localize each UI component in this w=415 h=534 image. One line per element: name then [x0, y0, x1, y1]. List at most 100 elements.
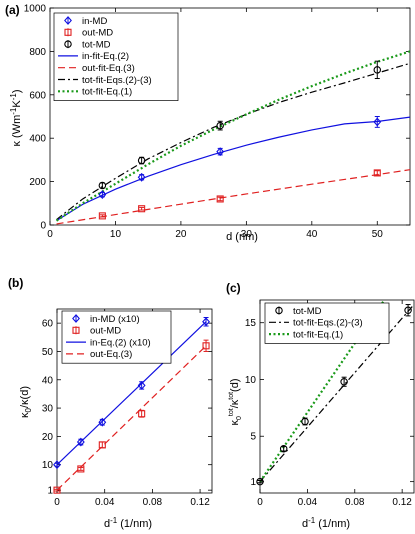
- data-point-in-md-x10-: [76, 437, 85, 447]
- y-tick-label: 60: [42, 319, 54, 330]
- data-point-in-md: [137, 172, 146, 182]
- panel-a: (a) 0 10 20 30 40 5002004006008001000in-MDout…: [5, 3, 411, 243]
- data-point-out-md: [138, 205, 146, 213]
- data-point-out-md: [202, 342, 210, 350]
- legend-entry: tot-fit-Eq.(1): [293, 329, 343, 340]
- data-point-out-md: [216, 195, 224, 203]
- x-axis-label-c: d-1 (1/nm): [302, 516, 350, 530]
- x-tick-label: 10: [110, 229, 122, 240]
- data-point-tot-md: [373, 66, 382, 74]
- x-axis-label-b: d-1 (1/nm): [104, 516, 152, 530]
- data-point-in-md-x10-: [137, 381, 146, 390]
- x-tick-label: 20: [175, 229, 187, 240]
- axes-frame: [259, 299, 415, 494]
- legend-entry: tot-MD: [293, 306, 322, 317]
- legend-marker: [275, 306, 283, 315]
- x-tick-label: 0: [47, 229, 53, 240]
- y-tick-label: 1000: [24, 4, 47, 15]
- x-tick-label: 40: [306, 229, 318, 240]
- y-tick-label: 800: [29, 47, 46, 58]
- x-tick-label: 0.12: [190, 497, 210, 508]
- series-line-in-fit-eq-2-: [56, 116, 410, 222]
- y-tick-label: 0: [40, 221, 46, 232]
- axes-frame: [49, 7, 411, 226]
- data-point-tot-md: [279, 444, 288, 453]
- data-point-in-md: [216, 147, 225, 157]
- y-tick-label: 200: [29, 177, 46, 188]
- legend-box: [53, 12, 179, 101]
- legend-entry: out-Eq.(3): [90, 349, 132, 360]
- data-point-tot-md: [404, 306, 412, 314]
- data-point-tot-md: [256, 477, 264, 486]
- panel-c: (c) 0 0.04 0.08 0.12151015tot-MDtot-fit-Eqs…: [226, 281, 415, 530]
- x-tick-label: 0: [257, 497, 263, 508]
- y-axis-label-a: κ (Wm-1K-1): [9, 89, 23, 146]
- panel-a-label: (a): [5, 3, 20, 17]
- legend-marker: [72, 314, 80, 323]
- series-line-tot-fit-eq-1-: [260, 300, 386, 483]
- data-point-in-md: [373, 117, 382, 127]
- y-tick-label: 10: [42, 460, 54, 471]
- y-tick-label: 15: [245, 318, 257, 329]
- axes-frame: [56, 308, 213, 494]
- data-point-out-md: [98, 212, 106, 220]
- legend-entry: out-fit-Eq.(3): [82, 63, 135, 74]
- y-tick-label: 600: [29, 90, 46, 101]
- y-axis-label-c: κ0tot/κtot(d): [228, 378, 243, 425]
- x-tick-label: 0.04: [95, 497, 115, 508]
- data-point-in-md-x10-: [202, 317, 210, 327]
- data-point-tot-md: [340, 377, 348, 386]
- data-point-in-md-x10-: [53, 460, 61, 470]
- data-point-tot-md: [137, 156, 146, 165]
- data-point-out-md: [373, 169, 381, 177]
- x-tick-label: 0.08: [143, 497, 163, 508]
- x-tick-label: 0.04: [298, 497, 318, 508]
- legend-entry: tot-fit-Eqs.(2)-(3): [82, 75, 152, 86]
- legend-marker: [64, 16, 72, 25]
- series-line-out-fit-eq-3-: [56, 169, 410, 225]
- data-point-tot-md: [98, 181, 107, 190]
- panel-c-label: (c): [226, 281, 241, 295]
- y-tick-label: 20: [42, 432, 54, 443]
- legend-entry: tot-fit-Eqs.(2)-(3): [293, 318, 363, 329]
- series-line-out-eq-3-: [57, 345, 207, 491]
- y-tick-label: 30: [42, 404, 54, 415]
- legend-entry: out-MD: [90, 326, 121, 337]
- y-tick-label: 50: [42, 347, 54, 358]
- legend-entry: tot-MD: [82, 39, 111, 50]
- y-tick-label: 400: [29, 134, 46, 145]
- legend-marker: [64, 40, 72, 48]
- y-tick-label: 1: [47, 486, 53, 497]
- data-point-tot-md: [301, 417, 309, 426]
- legend-entry: in-MD: [82, 16, 107, 27]
- y-axis-label-b: κ0/κ(d): [19, 386, 33, 418]
- x-axis-label-a: d (nm): [226, 231, 258, 243]
- series-line-tot-fit-eq-1-: [55, 50, 410, 222]
- data-point-tot-md: [216, 121, 224, 130]
- panel-b-label: (b): [8, 276, 23, 290]
- y-tick-label: 10: [245, 375, 257, 386]
- data-point-in-md: [98, 190, 107, 200]
- legend-box: [264, 302, 390, 344]
- data-point-in-md-x10-: [98, 417, 107, 427]
- y-tick-label: 40: [42, 375, 54, 386]
- x-tick-label: 0.12: [392, 497, 412, 508]
- legend-entry: tot-fit-Eq.(1): [82, 87, 132, 98]
- y-tick-label: 5: [250, 432, 256, 443]
- y-tick-label: 1: [250, 477, 256, 488]
- legend-marker: [72, 326, 80, 334]
- data-point-out-md: [138, 410, 146, 418]
- data-point-out-md: [77, 465, 85, 473]
- plot-a: 0 10 20 30 40 5002004006008001000in-MDout-MDt…: [24, 4, 411, 240]
- x-tick-label: 30: [241, 229, 253, 240]
- panel-b: (b) 0 0.04 0.08 0.12 1 10 20 30 40 50 60 in-MD (x10…: [8, 276, 213, 530]
- legend-entry: in-fit-Eq.(2): [82, 51, 129, 62]
- legend-entry: in-Eq.(2) (x10): [90, 337, 151, 348]
- x-tick-label: 0.08: [345, 497, 365, 508]
- legend-entry: in-MD (x10): [90, 314, 140, 325]
- series-line-tot-fit-eqs-2-3-: [56, 62, 410, 221]
- plot-c: 0 0.04 0.08 0.12151015tot-MDtot-fit-Eqs.(2)…: [245, 299, 415, 508]
- legend-marker: [64, 28, 72, 36]
